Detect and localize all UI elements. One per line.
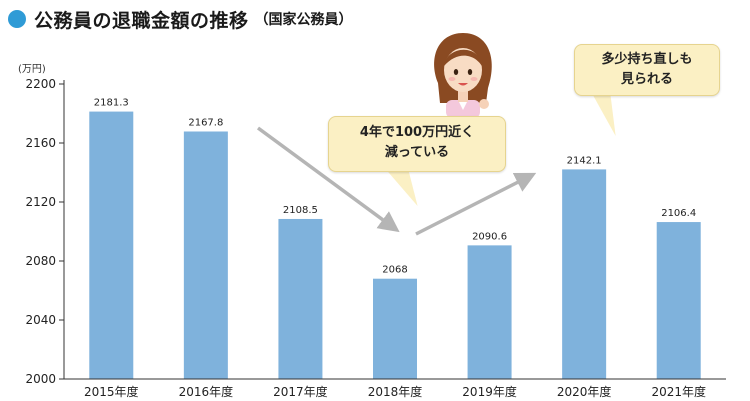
callout-text: 多少持ち直しも [601, 52, 693, 67]
chart-title: 公務員の退職金額の推移 [34, 9, 249, 32]
x-tick-label: 2019年度 [462, 384, 517, 399]
bar-value-label: 2090.6 [472, 231, 507, 242]
y-tick-label: 2200 [25, 77, 56, 91]
title-bullet-icon [8, 10, 26, 28]
bar [656, 222, 701, 379]
bar [278, 218, 323, 379]
bar-value-label: 2108.5 [283, 205, 318, 216]
x-tick-label: 2016年度 [179, 384, 234, 399]
woman-presenter-icon [434, 33, 492, 118]
trend-arrow-down [256, 126, 400, 233]
callout-text: 減っている [384, 145, 450, 161]
bar [373, 278, 417, 379]
y-tick-label: 2160 [25, 136, 56, 150]
bar-value-label: 2068 [382, 265, 407, 276]
callout-decrease: 4年で100万円近く 減っている [328, 116, 506, 172]
y-axis-unit: (万円) [18, 64, 46, 75]
trend-arrow-up [415, 172, 537, 236]
chart-subtitle: （国家公務員） [254, 12, 353, 28]
bar-value-label: 2181.3 [94, 98, 129, 109]
x-tick-label: 2018年度 [368, 384, 423, 399]
callout-text: 4年で100万円近く [359, 125, 475, 140]
bar-value-label: 2167.8 [188, 117, 223, 128]
bar-value-label: 2142.1 [567, 155, 602, 166]
bar-value-label: 2106.4 [661, 208, 696, 219]
callout-recovery: 多少持ち直しも 見られる [574, 44, 720, 96]
bar [183, 131, 228, 379]
y-tick-label: 2080 [25, 254, 56, 268]
bar [467, 245, 512, 379]
x-tick-label: 2015年度 [84, 384, 139, 399]
x-tick-label: 2020年度 [557, 384, 612, 399]
x-tick-label: 2021年度 [651, 384, 706, 399]
bar [562, 169, 607, 379]
y-tick-label: 2040 [25, 313, 56, 327]
callout-text: 見られる [620, 72, 673, 88]
bar [89, 111, 134, 380]
x-tick-label: 2017年度 [273, 384, 328, 399]
title-row: 公務員の退職金額の推移 （国家公務員） [8, 6, 353, 32]
y-tick-label: 2120 [25, 195, 56, 209]
y-tick-label: 2000 [25, 372, 56, 386]
